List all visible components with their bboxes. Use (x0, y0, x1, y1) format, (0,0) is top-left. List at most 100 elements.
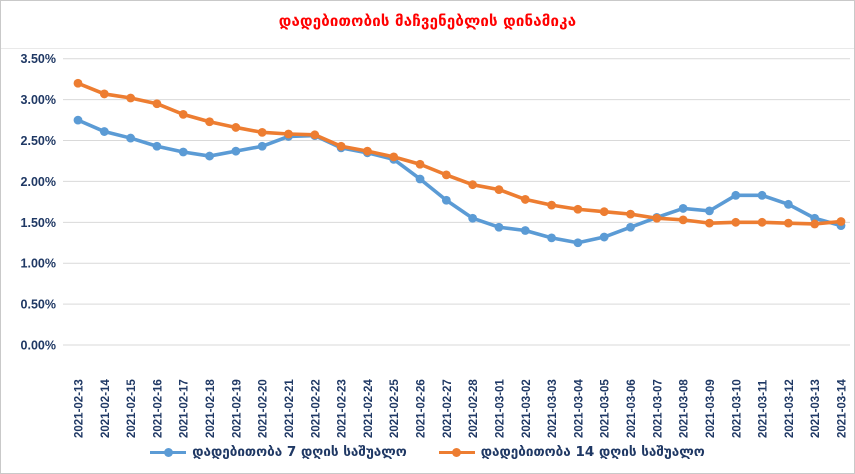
legend-item-7day: დადებითობა 7 დღის საშუალო (150, 444, 407, 460)
data-point-0-2021-02-15 (126, 133, 136, 143)
legend-marker-14day-icon (438, 447, 475, 457)
data-point-0-2021-03-09 (705, 206, 714, 216)
x-axis-tick-label: 2021-03-12 (784, 379, 796, 438)
data-point-1-2021-02-26 (415, 159, 425, 169)
data-point-1-2021-02-24 (363, 146, 372, 156)
x-axis-tick-label: 2021-02-28 (468, 379, 480, 438)
data-point-0-2021-02-13 (73, 115, 83, 125)
data-point-1-2021-02-13 (73, 78, 83, 88)
legend-label-14day: დადებითობა 14 დღის საშუალო (480, 444, 705, 460)
legend-marker-7day-icon (150, 447, 187, 457)
y-axis-tick-label: 1.50% (21, 216, 56, 230)
x-axis-tick-label: 2021-02-21 (284, 379, 296, 438)
x-axis-tick-label: 2021-03-10 (731, 379, 743, 438)
data-point-1-2021-02-21 (284, 129, 293, 139)
data-point-0-2021-02-14 (99, 127, 109, 136)
x-axis-tick-label: 2021-03-03 (547, 379, 559, 438)
data-point-0-2021-02-16 (152, 141, 162, 151)
data-point-1-2021-03-11 (757, 217, 767, 227)
y-axis-tick-label: 2.00% (21, 175, 56, 189)
data-point-0-2021-03-05 (599, 232, 609, 242)
data-point-1-2021-03-14 (836, 217, 846, 226)
data-point-0-2021-02-28 (468, 213, 478, 223)
data-point-0-2021-03-01 (494, 222, 504, 232)
x-axis-tick-label: 2021-02-27 (442, 379, 454, 438)
data-point-1-2021-03-13 (810, 219, 820, 229)
data-point-1-2021-02-28 (468, 180, 478, 190)
x-axis-tick-label: 2021-03-05 (600, 379, 612, 438)
x-axis-tick-label: 2021-02-26 (416, 379, 428, 438)
series-line-0 (76, 118, 843, 245)
x-axis-tick-label: 2021-02-14 (100, 379, 112, 438)
data-point-1-2021-03-05 (599, 207, 609, 217)
data-point-0-2021-03-11 (757, 190, 767, 200)
x-axis-tick-label: 2021-03-11 (758, 379, 770, 438)
chart-title: დადებითობის მაჩვენებლის დინამიკა (278, 12, 577, 30)
data-point-1-2021-03-10 (731, 217, 741, 227)
data-point-1-2021-03-03 (547, 200, 556, 210)
data-point-1-2021-03-06 (626, 209, 635, 219)
data-point-0-2021-02-20 (257, 141, 267, 151)
x-axis-tick-label: 2021-02-18 (205, 379, 217, 438)
x-axis-tick-label: 2021-03-14 (836, 379, 848, 438)
title-divider (1, 48, 854, 49)
x-axis-tick-label: 2021-02-20 (258, 379, 270, 438)
x-axis-tick-label: 2021-03-04 (573, 379, 585, 438)
data-point-0-2021-03-02 (520, 226, 530, 235)
data-point-1-2021-02-20 (257, 127, 267, 137)
x-axis-tick-label: 2021-03-13 (810, 379, 822, 438)
data-point-1-2021-02-14 (99, 89, 109, 99)
data-point-0-2021-03-12 (783, 199, 793, 209)
data-point-1-2021-02-19 (231, 123, 241, 132)
legend: დადებითობა 7 დღის საშუალო დადებითობა 14 … (1, 444, 854, 460)
legend-item-14day: დადებითობა 14 დღის საშუალო (438, 444, 705, 460)
x-axis-tick-label: 2021-02-17 (179, 379, 191, 438)
data-point-0-2021-02-19 (231, 146, 241, 156)
legend-label-7day: დადებითობა 7 დღის საშუალო (192, 444, 407, 460)
x-axis-tick-label: 2021-03-01 (494, 379, 506, 438)
data-point-1-2021-02-18 (205, 117, 214, 127)
x-axis-tick-label: 2021-03-06 (626, 379, 638, 438)
x-axis-tick-label: 2021-02-23 (337, 379, 349, 438)
data-point-1-2021-03-04 (573, 204, 583, 214)
data-point-1-2021-03-08 (678, 215, 688, 225)
x-axis-tick-label: 2021-03-08 (679, 379, 691, 438)
data-point-1-2021-03-02 (520, 195, 530, 204)
y-axis-tick-label: 1.00% (21, 257, 56, 271)
x-axis-tick-label: 2021-02-22 (310, 379, 322, 438)
data-point-0-2021-03-08 (678, 204, 688, 213)
data-point-1-2021-02-15 (126, 93, 136, 103)
data-point-0-2021-03-10 (731, 190, 741, 200)
x-axis-tick-label: 2021-02-24 (363, 379, 375, 438)
data-point-1-2021-02-23 (336, 141, 346, 151)
data-point-1-2021-02-27 (441, 170, 451, 180)
data-point-1-2021-03-01 (494, 185, 504, 195)
x-axis-tick-label: 2021-02-16 (152, 379, 164, 438)
data-point-0-2021-03-06 (626, 222, 635, 232)
y-axis-tick-label: 0.50% (21, 298, 56, 312)
x-axis-tick-label: 2021-02-15 (126, 379, 138, 438)
x-axis-tick-label: 2021-03-02 (521, 379, 533, 438)
data-point-0-2021-03-03 (547, 233, 556, 243)
data-point-0-2021-02-27 (441, 195, 451, 205)
y-axis-tick-label: 3.00% (21, 93, 56, 107)
data-point-1-2021-03-12 (783, 218, 793, 228)
y-axis-tick-label: 2.50% (21, 134, 56, 148)
data-point-1-2021-02-17 (178, 109, 188, 119)
data-point-0-2021-02-26 (415, 174, 425, 184)
data-point-1-2021-03-07 (652, 213, 662, 223)
data-point-0-2021-02-17 (178, 147, 188, 157)
data-point-0-2021-02-18 (205, 151, 214, 161)
data-point-1-2021-02-25 (389, 152, 399, 162)
x-axis-tick-label: 2021-02-19 (231, 379, 243, 438)
data-point-1-2021-02-22 (310, 130, 320, 140)
x-axis-tick-label: 2021-03-07 (652, 379, 664, 438)
y-axis-tick-label: 0.00% (21, 339, 56, 353)
data-point-0-2021-03-04 (573, 238, 583, 248)
y-axis-tick-label: 3.50% (21, 52, 56, 66)
x-axis-tick-label: 2021-03-09 (705, 379, 717, 438)
data-point-1-2021-03-09 (705, 218, 714, 228)
data-point-1-2021-02-16 (152, 99, 162, 109)
